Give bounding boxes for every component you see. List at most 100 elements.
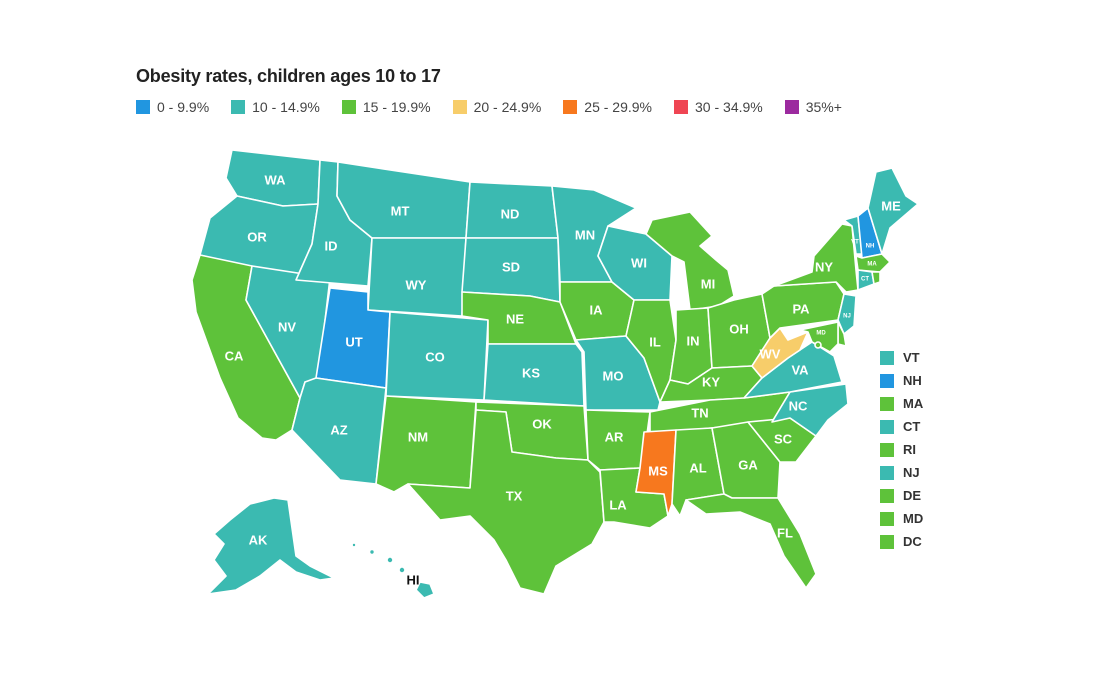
state-FL[interactable]	[685, 493, 817, 589]
state-label-KY: KY	[702, 374, 720, 389]
legend-item-5[interactable]: 30 - 34.9%	[674, 99, 763, 115]
state-label-ME: ME	[881, 198, 901, 213]
legend-label: 30 - 34.9%	[695, 99, 763, 115]
small-state-swatch	[880, 465, 894, 480]
state-RI[interactable]	[871, 271, 881, 285]
state-label-NC: NC	[789, 398, 808, 413]
state-label-GA: GA	[738, 457, 758, 472]
state-TX[interactable]	[407, 409, 605, 595]
legend-item-4[interactable]: 25 - 29.9%	[563, 99, 652, 115]
small-state-swatch	[880, 350, 894, 365]
state-HI-island	[386, 556, 394, 564]
state-label-WI: WI	[631, 255, 647, 270]
state-label-AZ: AZ	[330, 422, 347, 437]
state-label-MO: MO	[603, 368, 624, 383]
state-label-OR: OR	[247, 229, 267, 244]
state-HI[interactable]	[415, 581, 435, 599]
small-state-item[interactable]: DC	[880, 530, 923, 553]
state-MI[interactable]	[645, 211, 735, 311]
state-label-IN: IN	[687, 333, 700, 348]
state-label-NV: NV	[278, 319, 296, 334]
small-state-item[interactable]: MA	[880, 392, 923, 415]
state-MT[interactable]	[336, 161, 471, 239]
state-label-FL: FL	[777, 525, 793, 540]
state-NJ[interactable]	[837, 293, 857, 335]
state-label-MN: MN	[575, 227, 595, 242]
state-label-WV: WV	[760, 346, 781, 361]
state-WV[interactable]	[751, 327, 809, 379]
small-state-item[interactable]: RI	[880, 438, 923, 461]
state-label-MI: MI	[701, 276, 715, 291]
state-label-NE: NE	[506, 311, 524, 326]
small-state-item[interactable]: MD	[880, 507, 923, 530]
state-label-WA: WA	[265, 172, 287, 187]
legend-label: 15 - 19.9%	[362, 99, 431, 115]
state-label-UT: UT	[345, 334, 362, 349]
state-label-MD: MD	[816, 331, 826, 337]
small-state-swatch	[880, 419, 894, 434]
state-label-IL: IL	[649, 334, 661, 349]
small-state-swatch	[880, 488, 894, 503]
state-label-KS: KS	[522, 365, 540, 380]
legend-item-3[interactable]: 20 - 24.9%	[452, 99, 542, 115]
state-NY[interactable]	[773, 223, 859, 293]
small-state-item[interactable]: DE	[880, 484, 923, 507]
state-label-VT: VT	[851, 240, 859, 246]
legend-item-0[interactable]: 0 - 9.9%	[136, 99, 209, 115]
legend-swatch	[674, 100, 689, 114]
small-state-swatch	[880, 373, 894, 388]
small-state-swatch	[880, 511, 894, 526]
small-state-item[interactable]: CT	[880, 415, 923, 438]
legend-label: 20 - 24.9%	[473, 99, 542, 115]
legend-item-1[interactable]: 10 - 14.9%	[231, 99, 320, 115]
legend-label: 25 - 29.9%	[584, 99, 653, 115]
state-label-NH: NH	[866, 244, 875, 250]
state-label-ND: ND	[501, 206, 520, 221]
state-label-MT: MT	[391, 203, 410, 218]
state-label-IA: IA	[590, 302, 604, 317]
state-ME[interactable]	[867, 167, 919, 255]
legend-label: 0 - 9.9%	[157, 99, 210, 115]
legend-item-2[interactable]: 15 - 19.9%	[341, 99, 431, 115]
small-state-item[interactable]: VT	[880, 346, 923, 369]
state-label-CO: CO	[425, 349, 445, 364]
state-HI-island	[368, 548, 376, 556]
small-state-label: DC	[903, 534, 922, 549]
small-state-item[interactable]: NJ	[880, 461, 923, 484]
small-state-label: NH	[903, 373, 922, 388]
map-title: Obesity rates, children ages 10 to 17	[136, 66, 441, 86]
state-label-SD: SD	[502, 259, 520, 274]
small-state-label: MA	[903, 396, 924, 411]
small-state-label: MD	[903, 511, 924, 526]
state-label-PA: PA	[792, 301, 810, 316]
state-KS[interactable]	[483, 343, 585, 407]
state-HI-island	[398, 566, 406, 574]
state-MD[interactable]	[799, 321, 839, 353]
small-state-label: RI	[903, 442, 916, 457]
state-label-NM: NM	[408, 429, 428, 444]
color-legend: 0 - 9.9% 10 - 14.9% 15 - 19.9% 20 - 24.9…	[136, 99, 864, 115]
small-state-item[interactable]: NH	[880, 369, 923, 392]
small-state-legend: VT NH MA CT RI NJ DE MD DC	[880, 346, 923, 553]
small-state-label: VT	[903, 350, 920, 365]
legend-swatch	[136, 100, 150, 114]
small-state-label: DE	[903, 488, 922, 503]
legend-label: 35%+	[805, 99, 842, 115]
small-state-swatch	[880, 534, 894, 549]
state-VT[interactable]	[843, 215, 863, 255]
state-label-HI: HI	[407, 572, 420, 587]
state-AK[interactable]	[207, 497, 335, 595]
state-label-MA: MA	[867, 262, 877, 268]
state-label-VA: VA	[791, 362, 809, 377]
small-state-label: CT	[903, 419, 921, 434]
legend-swatch	[231, 100, 246, 114]
state-DC[interactable]	[814, 341, 822, 349]
state-label-CA: CA	[225, 348, 244, 363]
legend-item-6[interactable]: 35%+	[784, 99, 842, 115]
legend-swatch	[784, 100, 799, 114]
legend-swatch	[452, 100, 467, 114]
state-label-MS: MS	[648, 463, 668, 478]
legend-swatch	[563, 100, 578, 114]
small-state-swatch	[880, 442, 894, 457]
